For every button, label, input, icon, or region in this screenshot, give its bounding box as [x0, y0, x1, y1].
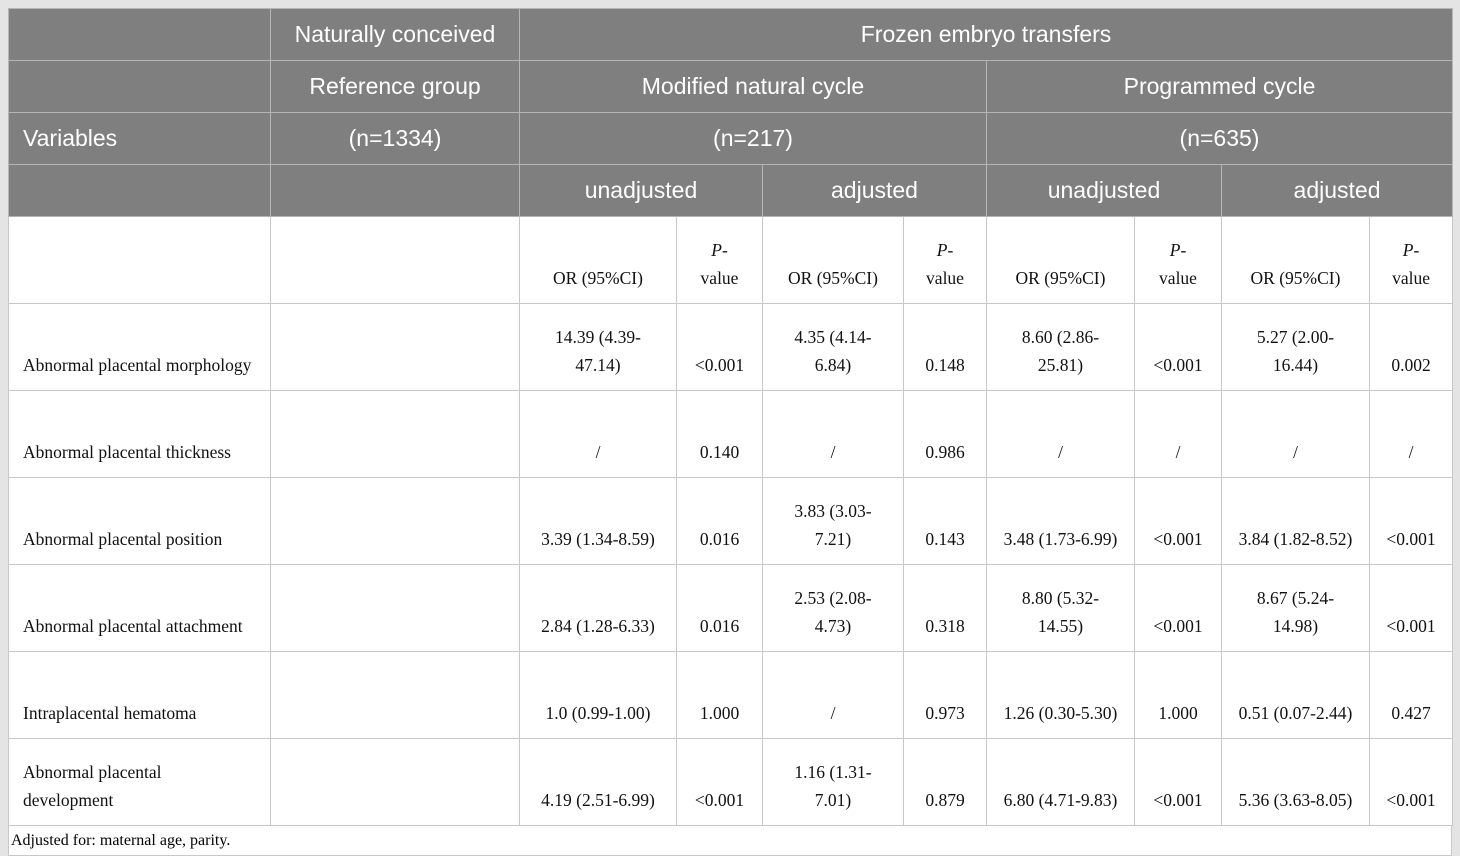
cell: <0.001: [676, 303, 763, 391]
column-header: OR (95%CI): [1221, 216, 1370, 304]
page: Naturally conceived Frozen embryo transfe…: [8, 8, 1454, 856]
cell: 4.19 (2.51-6.99): [519, 738, 677, 826]
cell: 0.973: [903, 651, 987, 739]
cell: <0.001: [1134, 564, 1222, 652]
cell: <0.001: [676, 738, 763, 826]
header-cell: Modified natural cycle: [519, 60, 987, 113]
cell: 5.36 (3.63-8.05): [1221, 738, 1370, 826]
column-header: OR (95%CI): [986, 216, 1135, 304]
cell: /: [1368, 390, 1454, 478]
header-cell: (n=1334): [270, 112, 520, 165]
row: Abnormal placental thickness/0.140/0.986…: [8, 390, 1454, 478]
header-cell: unadjusted: [519, 164, 763, 217]
column-header: P-value: [1134, 216, 1222, 304]
column-header: P-value: [1368, 216, 1454, 304]
cell: 1.26 (0.30-5.30): [986, 651, 1135, 739]
row: Abnormal placental position 3.39 (1.34-8.…: [8, 477, 1454, 565]
variable: Abnormal placental morphology: [8, 303, 271, 391]
column-header: P-value: [903, 216, 987, 304]
variable: Intraplacental hematoma: [8, 651, 271, 739]
cell: /: [762, 651, 904, 739]
table-container: Naturally conceived Frozen embryo transfe…: [8, 8, 1454, 856]
variable: Abnormal placental development: [8, 738, 271, 826]
cell: 1.0 (0.99-1.00): [519, 651, 677, 739]
cell: 1.000: [676, 651, 763, 739]
cell: <0.001: [1368, 738, 1454, 826]
cell: 0.986: [903, 390, 987, 478]
cell: 4.35 (4.14-6.84): [762, 303, 904, 391]
header-cell: Programmed cycle: [985, 60, 1454, 113]
header-cell: [8, 164, 271, 217]
cell: 1.16 (1.31-7.01): [762, 738, 904, 826]
cell: 0.016: [676, 477, 763, 565]
column-header: OR (95%CI): [519, 216, 677, 304]
cell: 0.148: [903, 303, 987, 391]
row: Abnormal placental morphology 14.39 (4.39…: [8, 303, 1454, 391]
cell: 0.318: [903, 564, 987, 652]
cell: 3.83 (3.03-7.21): [762, 477, 904, 565]
header-cell: unadjusted: [986, 164, 1222, 217]
header-cell: [8, 8, 271, 61]
header-cell: Variables: [8, 112, 271, 165]
variable: Abnormal placental attachment: [8, 564, 271, 652]
cell: /: [519, 390, 677, 478]
header-cell: (n=217): [519, 112, 987, 165]
header-cell: Reference group: [270, 60, 520, 113]
cell: 0.140: [676, 390, 763, 478]
data-table: Naturally conceived Frozen embryo transfe…: [8, 8, 1454, 826]
cell: [270, 390, 520, 478]
cell: <0.001: [1134, 738, 1222, 826]
column-header: P-value: [676, 216, 763, 304]
header-cell: (n=635): [985, 112, 1454, 165]
cell: /: [986, 390, 1135, 478]
cell: 8.80 (5.32-14.55): [986, 564, 1135, 652]
cell: 3.39 (1.34-8.59): [519, 477, 677, 565]
cell: <0.001: [1368, 477, 1454, 565]
cell: 0.002: [1368, 303, 1454, 391]
cell: 2.53 (2.08-4.73): [762, 564, 904, 652]
cell: 3.48 (1.73-6.99): [986, 477, 1135, 565]
header-cell: adjusted: [762, 164, 987, 217]
row: Abnormal placental attachment 2.84 (1.28-…: [8, 564, 1454, 652]
cell: 14.39 (4.39-47.14): [519, 303, 677, 391]
cell: <0.001: [1134, 303, 1222, 391]
footnote: Adjusted for: maternal age, parity.: [8, 826, 1452, 856]
cell: [8, 216, 271, 304]
cell: 0.427: [1368, 651, 1454, 739]
header-cell: Frozen embryo transfers: [518, 8, 1454, 61]
cell: 3.84 (1.82-8.52): [1221, 477, 1370, 565]
cell: /: [1134, 390, 1222, 478]
header-cell: adjusted: [1220, 164, 1454, 217]
header-cell: Naturally conceived: [270, 8, 520, 61]
cell: <0.001: [1368, 564, 1454, 652]
cell: [270, 564, 520, 652]
cell: 1.000: [1134, 651, 1222, 739]
cell: 5.27 (2.00-16.44): [1221, 303, 1370, 391]
table-body: OR (95%CI) P-value OR (95%CI) P-value OR (95…: [8, 216, 1454, 826]
cell: 6.80 (4.71-9.83): [986, 738, 1135, 826]
cell: [270, 303, 520, 391]
variable: Abnormal placental thickness: [8, 390, 271, 478]
cell: 0.016: [676, 564, 763, 652]
cell: [270, 216, 520, 304]
cell: /: [1221, 390, 1370, 478]
row: Abnormal placental development 4.19 (2.51…: [8, 738, 1454, 826]
cell: 0.143: [903, 477, 987, 565]
cell: [270, 477, 520, 565]
cell: 8.67 (5.24-14.98): [1221, 564, 1370, 652]
cell: 0.879: [903, 738, 987, 826]
row: Intraplacental hematoma 1.0 (0.99-1.00) 1.…: [8, 651, 1454, 739]
cell: 8.60 (2.86-25.81): [986, 303, 1135, 391]
cell: 2.84 (1.28-6.33): [519, 564, 677, 652]
cell: [270, 651, 520, 739]
header-cell: [8, 60, 271, 113]
column-header: OR (95%CI): [762, 216, 904, 304]
cell: /: [762, 390, 904, 478]
cell: [270, 738, 520, 826]
cell: 0.51 (0.07-2.44): [1221, 651, 1370, 739]
cell: <0.001: [1134, 477, 1222, 565]
variable: Abnormal placental position: [8, 477, 271, 565]
header-cell: [270, 164, 520, 217]
